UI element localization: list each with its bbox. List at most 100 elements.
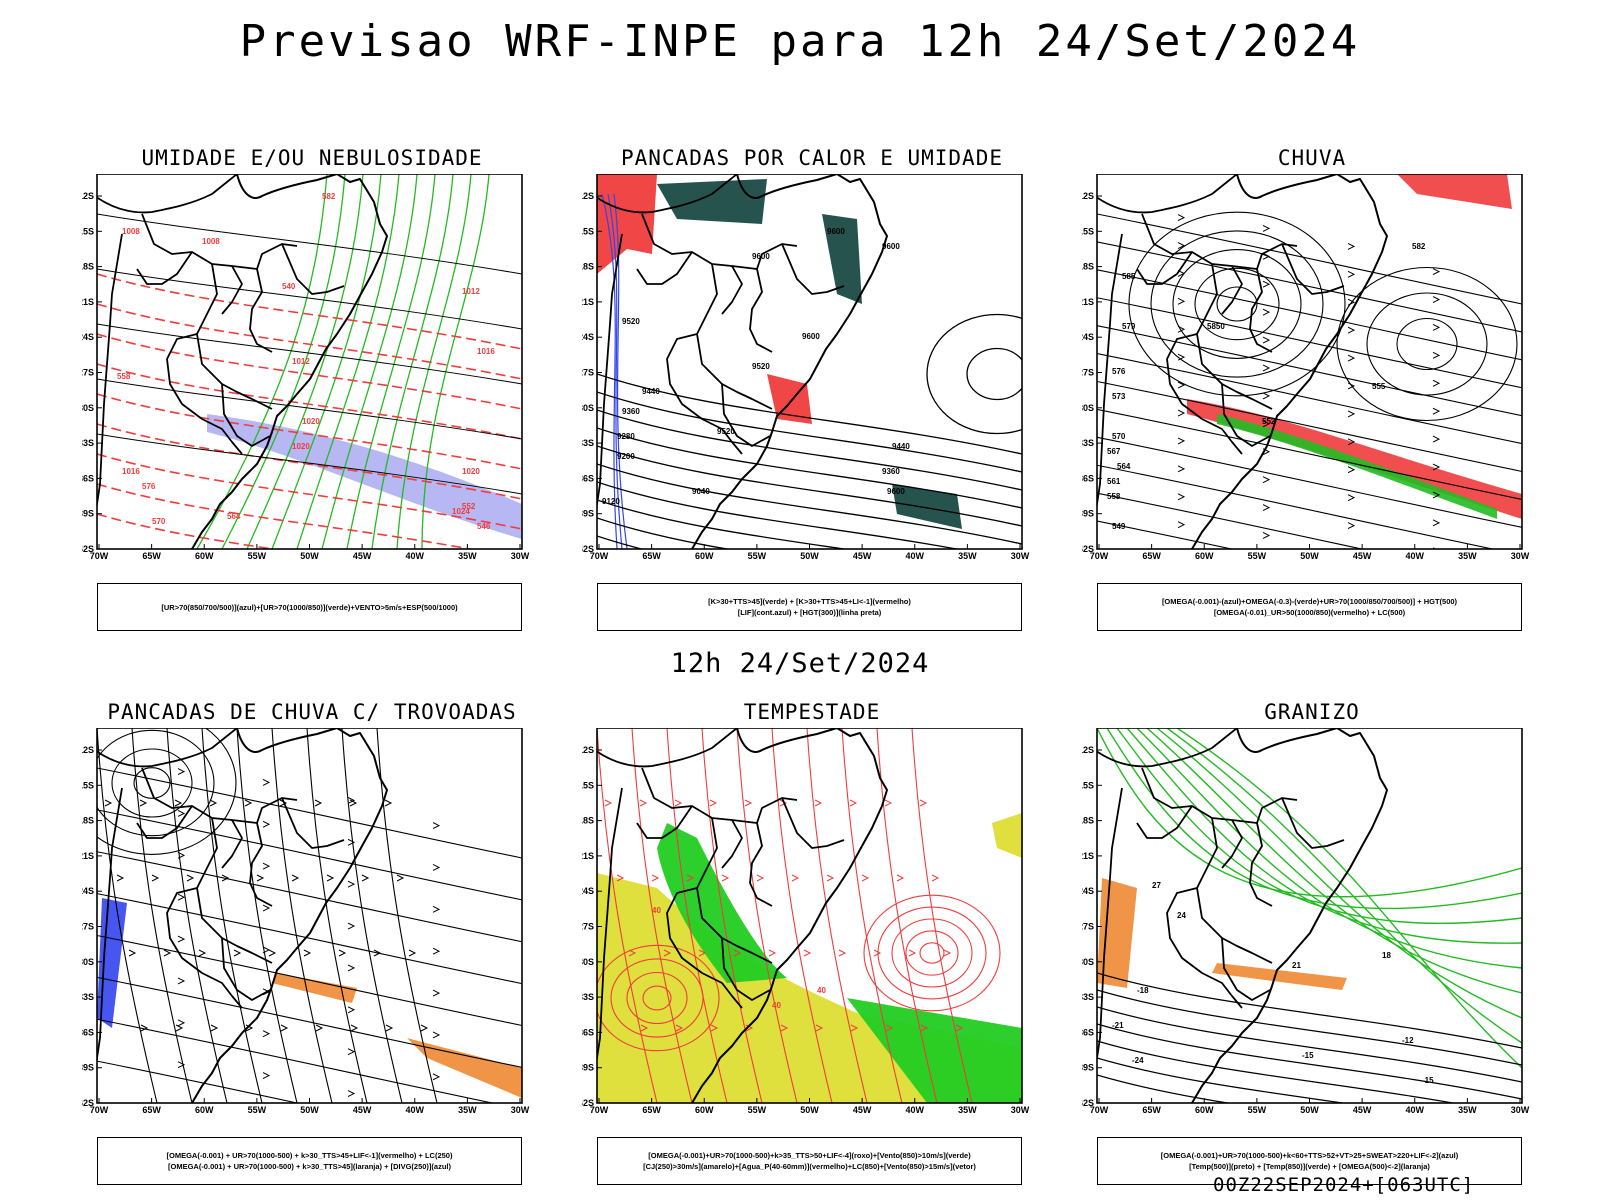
lat-tick-label: 21S (1082, 851, 1094, 861)
contour-line (597, 463, 1022, 545)
panel-legend: [K>30+TTS>45](verde) + [K>30+TTS>45+LI<-… (597, 583, 1022, 631)
arrow-icon (919, 799, 928, 807)
arrow-icon (814, 799, 823, 807)
streamline (1097, 380, 1522, 473)
contour-label: 1008 (202, 237, 220, 246)
streamline (1097, 269, 1522, 361)
lat-tick-label: 24S (82, 886, 94, 896)
arrow-icon (1262, 252, 1271, 260)
lon-tick-label: 50W (1300, 1105, 1319, 1115)
lat-tick-label: 15S (82, 780, 94, 790)
country-border (136, 251, 193, 285)
arrow-icon (1177, 325, 1186, 333)
arrow-icon (315, 1024, 324, 1032)
coastline (191, 174, 388, 549)
run-info-footer: 00Z22SEP2024+[063UTC] (1213, 1174, 1475, 1196)
arrow-icon (1347, 522, 1356, 530)
contour-line (1366, 292, 1488, 396)
country-border (221, 265, 243, 315)
streamline (376, 728, 438, 1103)
arrow-icon (1432, 463, 1441, 471)
arrow-icon (616, 874, 625, 882)
arrow-icon (780, 1024, 789, 1032)
storm-area (892, 484, 962, 529)
lat-tick-label: 18S (1082, 262, 1094, 272)
country-border (201, 418, 243, 455)
temp-850-contour (1146, 728, 1522, 994)
contour-line (1336, 266, 1518, 422)
arrow-icon (826, 874, 835, 882)
legend-line: [CJ(250)>30m/s](amarelo)+[Agua_P(40-60mm… (643, 1162, 976, 1171)
coastline (691, 728, 888, 1103)
rain-area (1397, 174, 1512, 209)
rain-area (1217, 414, 1497, 519)
lon-tick-label: 60W (695, 551, 714, 561)
lat-tick-label: 30S (82, 957, 94, 967)
lat-tick-label: 33S (1082, 992, 1094, 1002)
lon-tick-label: 60W (195, 1105, 214, 1115)
arrow-icon (1347, 298, 1356, 306)
lon-tick-label: 35W (1458, 1105, 1477, 1115)
lat-tick-label: 15S (582, 780, 594, 790)
contour-line (97, 393, 522, 470)
country-border (1201, 972, 1243, 1009)
humidity-contour (346, 174, 436, 549)
streamline (771, 728, 833, 1103)
contour-label: 540 (282, 282, 296, 291)
contour-label: 9600 (882, 242, 900, 251)
map-area: 9600 9600 9600 9600 9520 9440 9360 9280 9200 9120… (582, 174, 1042, 584)
arrow-icon (432, 989, 441, 997)
arrow-icon (432, 1031, 441, 1039)
lat-tick-label: 42S (82, 544, 94, 554)
arrow-icon (233, 949, 242, 957)
contour-label: 18 (1382, 951, 1391, 960)
arrow-icon (1432, 379, 1441, 387)
country-border (1201, 418, 1243, 455)
streamline (1097, 408, 1522, 500)
arrow-icon (1262, 476, 1271, 484)
lon-tick-label: 30W (1011, 551, 1030, 561)
arrow-icon (815, 1024, 824, 1032)
lat-tick-label: 30S (1082, 403, 1094, 413)
contour-line (1097, 972, 1522, 1049)
lat-tick-label: 18S (582, 262, 594, 272)
arrow-icon (174, 799, 183, 807)
arrow-icon (873, 949, 882, 957)
map-area: 582 585 5850 579 576 573 570 567 564 561 558 555 552… (1082, 174, 1542, 584)
arrow-icon (709, 799, 718, 807)
low-level-wind-area (657, 823, 787, 983)
contour-line (1097, 1074, 1232, 1103)
lifted-index-contour (601, 193, 618, 549)
arrow-icon (1347, 494, 1356, 502)
country-border (721, 819, 743, 869)
country-border (1097, 728, 1238, 768)
panel-pancadas-calor: PANCADAS POR CALOR E UMIDADE 9600 9600 9600… (582, 146, 1042, 636)
arrow-icon (861, 874, 870, 882)
contour-label: 9280 (617, 432, 635, 441)
streamline (631, 728, 693, 1103)
contour-line (877, 906, 987, 1000)
lat-tick-label: 36S (582, 1027, 594, 1037)
contour-label: 1020 (302, 417, 320, 426)
map-frame (96, 728, 523, 1104)
legend-line: [OMEGA(-0.01)_UR>50(1000/850)(vermelho) … (1213, 608, 1406, 617)
lon-tick-label: 50W (1300, 551, 1319, 561)
lon-tick-label: 60W (1195, 1105, 1214, 1115)
arrow-icon (116, 874, 125, 882)
lat-tick-label: 18S (582, 816, 594, 826)
humidity-area (207, 414, 522, 539)
country-border (1166, 887, 1203, 974)
panel-title: GRANIZO (1264, 700, 1360, 724)
lat-tick-label: 30S (582, 403, 594, 413)
contour-line (97, 453, 522, 530)
arrow-icon (151, 874, 160, 882)
arrow-icon (721, 874, 730, 882)
lon-tick-label: 70W (590, 1105, 609, 1115)
contour-label: 27 (1152, 881, 1161, 890)
contour-label: 582 (1412, 242, 1426, 251)
humidity-contour (371, 174, 454, 549)
arrow-icon (384, 799, 393, 807)
legend-line: [LIF](cont.azul) + [HGT(300)](linha pret… (737, 608, 882, 617)
lat-tick-label: 33S (1082, 438, 1094, 448)
country-border (696, 817, 773, 964)
